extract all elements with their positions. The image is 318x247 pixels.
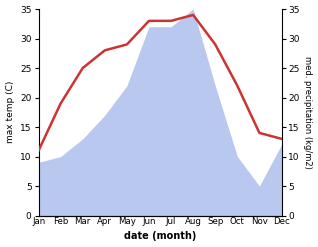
Y-axis label: max temp (C): max temp (C) (5, 81, 15, 144)
X-axis label: date (month): date (month) (124, 231, 196, 242)
Y-axis label: med. precipitation (kg/m2): med. precipitation (kg/m2) (303, 56, 313, 169)
